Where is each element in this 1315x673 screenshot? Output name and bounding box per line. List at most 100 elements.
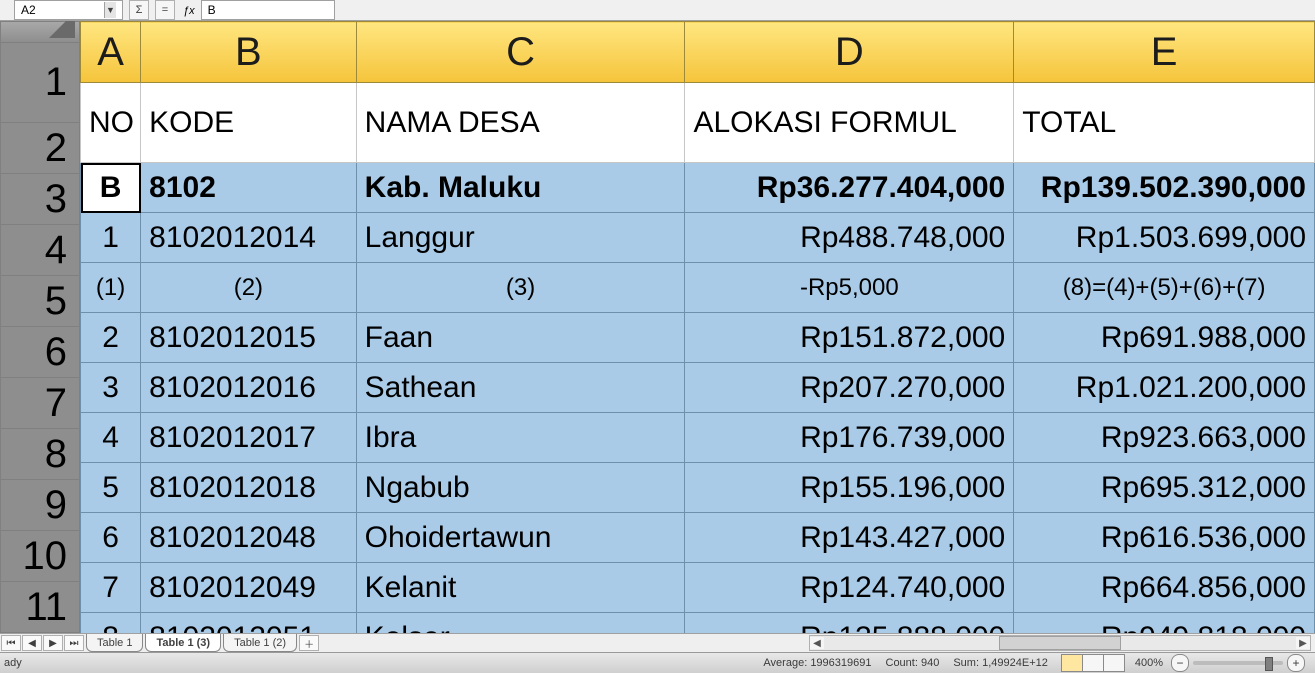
cell-A10[interactable]: 7 (81, 563, 141, 613)
cell-D7[interactable]: Rp176.739,000 (685, 413, 1014, 463)
cell-D8[interactable]: Rp155.196,000 (685, 463, 1014, 513)
cell-E9[interactable]: Rp616.536,000 (1014, 513, 1315, 563)
row-header-1[interactable]: 1 (0, 43, 80, 123)
cell-A2[interactable]: B (81, 163, 141, 213)
fx-equals-button[interactable]: = (155, 0, 175, 20)
col-header-E[interactable]: E (1014, 22, 1315, 83)
cell-B7[interactable]: 8102012017 (141, 413, 357, 463)
cell-B11[interactable]: 8102012051 (141, 613, 357, 634)
tab-nav-next[interactable]: ▶ (43, 635, 63, 651)
zoom-out-button[interactable]: − (1171, 654, 1189, 672)
view-break-button[interactable] (1103, 654, 1125, 672)
row-header-2[interactable]: 2 (0, 123, 80, 174)
cell-A8[interactable]: 5 (81, 463, 141, 513)
formula-bar: A2 ▼ Σ = ƒx B (0, 0, 1315, 21)
cell-D1[interactable]: ALOKASI FORMUL (685, 83, 1014, 163)
cell-B1[interactable]: KODE (141, 83, 357, 163)
tab-add-button[interactable]: ＋ (299, 635, 319, 651)
cell-B4[interactable]: (2) (141, 263, 357, 313)
sheet-tab[interactable]: Table 1 (86, 634, 143, 652)
col-header-B[interactable]: B (141, 22, 357, 83)
row-header-3[interactable]: 3 (0, 174, 80, 225)
h-scrollbar[interactable]: ◀ ▶ (809, 635, 1311, 651)
fx-sigma-button[interactable]: Σ (129, 0, 149, 20)
col-header-D[interactable]: D (685, 22, 1014, 83)
cell-C11[interactable]: Kolser (356, 613, 685, 634)
row-header-5[interactable]: 5 (0, 276, 80, 327)
cell-C9[interactable]: Ohoidertawun (356, 513, 685, 563)
cell-E6[interactable]: Rp1.021.200,000 (1014, 363, 1315, 413)
cell-B8[interactable]: 8102012018 (141, 463, 357, 513)
formula-input[interactable]: B (201, 0, 335, 20)
cell-D4[interactable]: -Rp5,000 (685, 263, 1014, 313)
row-header-8[interactable]: 8 (0, 429, 80, 480)
cell-D10[interactable]: Rp124.740,000 (685, 563, 1014, 613)
cell-A3[interactable]: 1 (81, 213, 141, 263)
cell-D3[interactable]: Rp488.748,000 (685, 213, 1014, 263)
cell-B5[interactable]: 8102012015 (141, 313, 357, 363)
view-page-button[interactable] (1082, 654, 1104, 672)
cell-D6[interactable]: Rp207.270,000 (685, 363, 1014, 413)
cell-A1[interactable]: NO (81, 83, 141, 163)
cell-E7[interactable]: Rp923.663,000 (1014, 413, 1315, 463)
grid[interactable]: ABCDE NOKODENAMA DESAALOKASI FORMULTOTAL… (80, 21, 1315, 633)
cell-E8[interactable]: Rp695.312,000 (1014, 463, 1315, 513)
cell-E3[interactable]: Rp1.503.699,000 (1014, 213, 1315, 263)
hscroll-left-icon[interactable]: ◀ (810, 637, 824, 649)
cell-E10[interactable]: Rp664.856,000 (1014, 563, 1315, 613)
zoom-slider[interactable] (1193, 661, 1283, 665)
cell-A7[interactable]: 4 (81, 413, 141, 463)
tab-nav-first[interactable]: ⏮ (1, 635, 21, 651)
cell-B2[interactable]: 8102 (141, 163, 357, 213)
grid-wrapper: ABCDE NOKODENAMA DESAALOKASI FORMULTOTAL… (80, 21, 1315, 633)
col-header-A[interactable]: A (81, 22, 141, 83)
row-header-10[interactable]: 10 (0, 531, 80, 582)
tab-nav-prev[interactable]: ◀ (22, 635, 42, 651)
cell-B9[interactable]: 8102012048 (141, 513, 357, 563)
zoom-percent[interactable]: 400% (1135, 657, 1163, 669)
table-row: 48102012017IbraRp176.739,000Rp923.663,00… (81, 413, 1315, 463)
cell-E5[interactable]: Rp691.988,000 (1014, 313, 1315, 363)
cell-C3[interactable]: Langgur (356, 213, 685, 263)
cell-C7[interactable]: Ibra (356, 413, 685, 463)
row-header-6[interactable]: 6 (0, 327, 80, 378)
cell-A11[interactable]: 8 (81, 613, 141, 634)
cell-B3[interactable]: 8102012014 (141, 213, 357, 263)
cell-C1[interactable]: NAMA DESA (356, 83, 685, 163)
sheet-tab[interactable]: Table 1 (2) (223, 634, 297, 652)
cell-A6[interactable]: 3 (81, 363, 141, 413)
hscroll-right-icon[interactable]: ▶ (1296, 637, 1310, 649)
cell-D5[interactable]: Rp151.872,000 (685, 313, 1014, 363)
cell-E2[interactable]: Rp139.502.390,000 (1014, 163, 1315, 213)
cell-C6[interactable]: Sathean (356, 363, 685, 413)
row-header-7[interactable]: 7 (0, 378, 80, 429)
zoom-in-button[interactable]: + (1287, 654, 1305, 672)
cell-D9[interactable]: Rp143.427,000 (685, 513, 1014, 563)
hscroll-thumb[interactable] (999, 636, 1121, 650)
cell-D2[interactable]: Rp36.277.404,000 (685, 163, 1014, 213)
cell-C8[interactable]: Ngabub (356, 463, 685, 513)
cell-C4[interactable]: (3) (356, 263, 685, 313)
cell-E1[interactable]: TOTAL (1014, 83, 1315, 163)
view-normal-button[interactable] (1061, 654, 1083, 672)
sheet-tab[interactable]: Table 1 (3) (145, 634, 221, 652)
cell-A9[interactable]: 6 (81, 513, 141, 563)
cell-E11[interactable]: Rp949.818,000 (1014, 613, 1315, 634)
cell-E4[interactable]: (8)=(4)+(5)+(6)+(7) (1014, 263, 1315, 313)
tab-nav-last[interactable]: ⏭ (64, 635, 84, 651)
col-header-C[interactable]: C (356, 22, 685, 83)
select-all-corner[interactable] (0, 21, 80, 43)
cell-C2[interactable]: Kab. Maluku (356, 163, 685, 213)
cell-D11[interactable]: Rp135.888,000 (685, 613, 1014, 634)
cell-B10[interactable]: 8102012049 (141, 563, 357, 613)
cell-C5[interactable]: Faan (356, 313, 685, 363)
cell-B6[interactable]: 8102012016 (141, 363, 357, 413)
cell-A5[interactable]: 2 (81, 313, 141, 363)
name-box-dropdown-icon[interactable]: ▼ (104, 2, 116, 18)
cell-C10[interactable]: Kelanit (356, 563, 685, 613)
cell-A4[interactable]: (1) (81, 263, 141, 313)
row-header-4[interactable]: 4 (0, 225, 80, 276)
name-box[interactable]: A2 ▼ (14, 0, 123, 20)
row-header-9[interactable]: 9 (0, 480, 80, 531)
row-header-11[interactable]: 11 (0, 582, 80, 633)
